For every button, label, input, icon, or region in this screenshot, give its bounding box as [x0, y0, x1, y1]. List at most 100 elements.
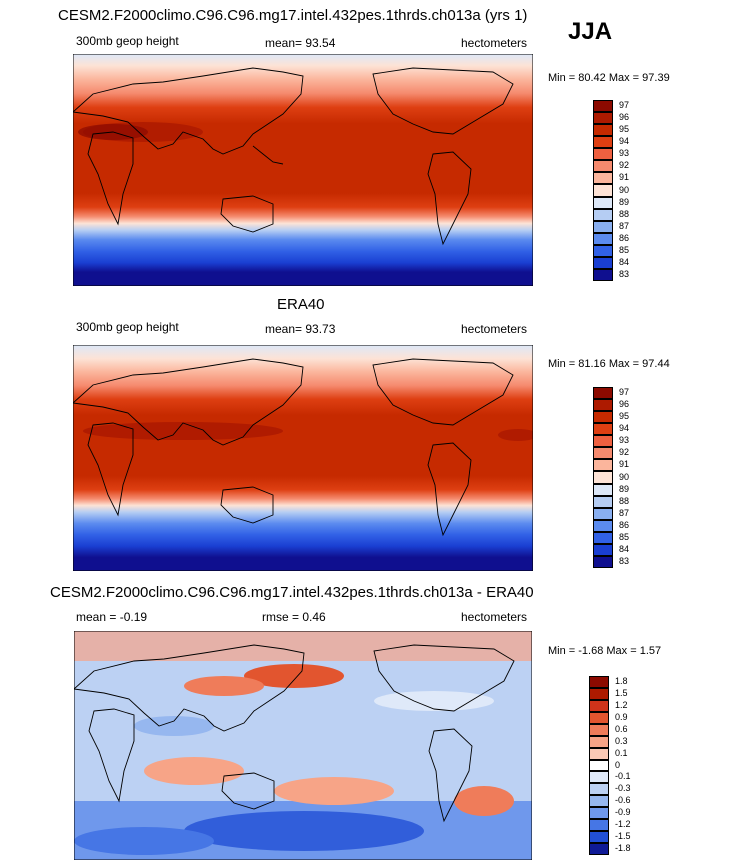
- colorbar-tick-label: -0.3: [615, 783, 631, 794]
- colorbar-tick-label: 0.1: [615, 747, 628, 758]
- colorbar-swatch: [593, 531, 613, 544]
- colorbar-swatch: [589, 807, 609, 820]
- colorbar-tick-label: 1.2: [615, 699, 628, 710]
- panel2-colorbar: [593, 387, 613, 568]
- colorbar-tick-label: 90: [619, 471, 630, 482]
- colorbar-swatch: [593, 172, 613, 185]
- panel3-map: [74, 631, 532, 860]
- colorbar-tick-label: 96: [619, 399, 630, 410]
- colorbar-tick-label: 87: [619, 507, 630, 518]
- colorbar-swatch: [589, 735, 609, 748]
- colorbar-swatch: [593, 136, 613, 149]
- colorbar-tick-label: 88: [619, 208, 630, 219]
- colorbar-tick-label: 93: [619, 148, 630, 159]
- panel1-title: CESM2.F2000climo.C96.C96.mg17.intel.432p…: [58, 7, 528, 24]
- panel3-title: CESM2.F2000climo.C96.C96.mg17.intel.432p…: [50, 584, 534, 601]
- panel1-map: [73, 54, 533, 286]
- panel2-variable-label: 300mb geop height: [76, 320, 179, 334]
- colorbar-tick-label: 0.9: [615, 711, 628, 722]
- colorbar-swatch: [593, 196, 613, 209]
- colorbar-tick-label: 96: [619, 112, 630, 123]
- colorbar-swatch: [593, 399, 613, 412]
- colorbar-swatch: [593, 268, 613, 281]
- colorbar-swatch: [593, 423, 613, 436]
- panel3-units-label: hectometers: [461, 610, 528, 624]
- colorbar-swatch: [593, 220, 613, 233]
- colorbar-tick-label: 89: [619, 196, 630, 207]
- colorbar-swatch: [589, 783, 609, 796]
- colorbar-swatch: [593, 160, 613, 173]
- colorbar-tick-label: 94: [619, 423, 630, 434]
- colorbar-tick-label: 93: [619, 435, 630, 446]
- colorbar-swatch: [593, 100, 613, 113]
- colorbar-swatch: [589, 831, 609, 844]
- panel3-rmse-label: rmse = 0.46: [262, 610, 326, 624]
- colorbar-tick-label: 92: [619, 160, 630, 171]
- colorbar-swatch: [589, 771, 609, 784]
- colorbar-tick-label: -0.6: [615, 795, 631, 806]
- colorbar-swatch: [593, 411, 613, 424]
- colorbar-swatch: [593, 435, 613, 448]
- colorbar-tick-label: 86: [619, 519, 630, 530]
- colorbar-tick-label: -0.9: [615, 807, 631, 818]
- panel1-mean-label: mean= 93.54: [265, 36, 336, 50]
- colorbar-tick-label: 0.6: [615, 723, 628, 734]
- colorbar-swatch: [593, 519, 613, 532]
- colorbar-tick-label: -0.1: [615, 771, 631, 782]
- colorbar-tick-label: 1.8: [615, 675, 628, 686]
- colorbar-tick-label: 85: [619, 531, 630, 542]
- panel3-minmax-label: Min = -1.68 Max = 1.57: [548, 645, 662, 657]
- colorbar-swatch: [593, 543, 613, 556]
- panel1-variable-label: 300mb geop height: [76, 34, 179, 48]
- colorbar-swatch: [593, 507, 613, 520]
- colorbar-swatch: [589, 795, 609, 808]
- colorbar-swatch: [593, 232, 613, 245]
- colorbar-swatch: [589, 687, 609, 700]
- colorbar-swatch: [593, 483, 613, 496]
- colorbar-tick-label: 1.5: [615, 687, 628, 698]
- colorbar-tick-label: 0: [615, 759, 621, 770]
- colorbar-swatch: [589, 723, 609, 736]
- colorbar-swatch: [593, 387, 613, 400]
- colorbar-swatch: [589, 759, 609, 772]
- colorbar-tick-label: 84: [619, 256, 630, 267]
- colorbar-swatch: [589, 676, 609, 688]
- colorbar-tick-label: 95: [619, 124, 630, 135]
- colorbar-tick-label: 0.3: [615, 735, 628, 746]
- panel2-title: ERA40: [277, 296, 325, 313]
- panel2-units-label: hectometers: [461, 322, 528, 336]
- colorbar-swatch: [589, 747, 609, 760]
- panel1-minmax-label: Min = 80.42 Max = 97.39: [548, 72, 670, 84]
- colorbar-swatch: [593, 184, 613, 197]
- colorbar-swatch: [593, 256, 613, 269]
- panel2-minmax-label: Min = 81.16 Max = 97.44: [548, 358, 670, 370]
- colorbar-tick-label: 83: [619, 268, 630, 279]
- panel2-mean-label: mean= 93.73: [265, 322, 336, 336]
- colorbar-swatch: [589, 819, 609, 832]
- colorbar-swatch: [593, 208, 613, 221]
- colorbar-tick-label: 86: [619, 232, 630, 243]
- colorbar-tick-label: 89: [619, 483, 630, 494]
- colorbar-swatch: [593, 495, 613, 508]
- colorbar-tick-label: -1.5: [615, 831, 631, 842]
- panel1-colorbar: [593, 100, 613, 281]
- colorbar-tick-label: 94: [619, 136, 630, 147]
- colorbar-swatch: [589, 711, 609, 724]
- colorbar-tick-label: 83: [619, 555, 630, 566]
- colorbar-swatch: [593, 124, 613, 137]
- colorbar-tick-label: 95: [619, 411, 630, 422]
- colorbar-tick-label: -1.2: [615, 819, 631, 830]
- colorbar-tick-label: 91: [619, 459, 630, 470]
- colorbar-tick-label: 92: [619, 447, 630, 458]
- colorbar-tick-label: 87: [619, 220, 630, 231]
- colorbar-swatch: [593, 447, 613, 460]
- colorbar-swatch: [593, 148, 613, 161]
- colorbar-swatch: [589, 699, 609, 712]
- colorbar-tick-label: 91: [619, 172, 630, 183]
- colorbar-swatch: [593, 459, 613, 472]
- colorbar-tick-label: 88: [619, 495, 630, 506]
- colorbar-swatch: [593, 555, 613, 568]
- colorbar-tick-label: 97: [619, 387, 630, 398]
- panel3-colorbar: [589, 676, 609, 855]
- season-label: JJA: [568, 18, 613, 45]
